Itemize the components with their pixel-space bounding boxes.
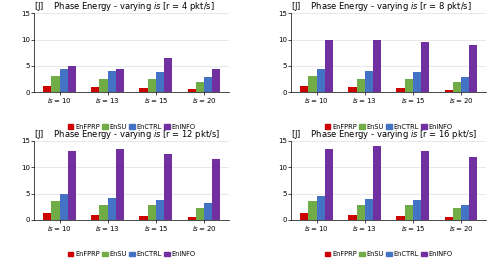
- Text: [J]    Phase Energy - varying $\it{is}$ [r = 4 pkt/s]: [J] Phase Energy - varying $\it{is}$ [r …: [34, 0, 215, 13]
- Text: (a): (a): [125, 144, 139, 154]
- Bar: [461, 205, 469, 220]
- Bar: [453, 82, 461, 92]
- Bar: [148, 205, 156, 220]
- Bar: [148, 79, 156, 92]
- Bar: [469, 157, 477, 220]
- Bar: [52, 201, 59, 220]
- Bar: [421, 151, 429, 220]
- Legend: EnFPRP, EnSU, EnCTRL, EnINFO: EnFPRP, EnSU, EnCTRL, EnINFO: [68, 124, 195, 130]
- Bar: [356, 205, 365, 220]
- Text: [J]    Phase Energy - varying $\it{is}$ [r = 16 pkt/s]: [J] Phase Energy - varying $\it{is}$ [r …: [291, 128, 478, 141]
- Bar: [317, 69, 325, 92]
- Text: [J]    Phase Energy - varying $\it{is}$ [r = 12 pkt/s]: [J] Phase Energy - varying $\it{is}$ [r …: [34, 128, 220, 141]
- Bar: [188, 89, 196, 92]
- Text: (b): (b): [382, 144, 396, 154]
- Bar: [405, 205, 413, 220]
- Bar: [405, 79, 413, 92]
- Bar: [164, 58, 172, 92]
- Bar: [212, 69, 220, 92]
- Bar: [100, 205, 108, 220]
- Bar: [365, 199, 373, 220]
- Bar: [164, 154, 172, 220]
- Bar: [373, 146, 381, 220]
- Bar: [139, 88, 148, 92]
- Bar: [116, 69, 124, 92]
- Bar: [308, 76, 317, 92]
- Bar: [348, 87, 356, 92]
- Text: [J]    Phase Energy - varying $\it{is}$ [r = 8 pkt/s]: [J] Phase Energy - varying $\it{is}$ [r …: [291, 0, 472, 13]
- Bar: [444, 90, 453, 92]
- Bar: [59, 193, 68, 220]
- Bar: [396, 88, 405, 92]
- Bar: [396, 215, 405, 220]
- Bar: [116, 149, 124, 220]
- Bar: [348, 214, 356, 220]
- Bar: [469, 45, 477, 92]
- Bar: [156, 200, 164, 220]
- Bar: [365, 71, 373, 92]
- Bar: [52, 76, 59, 92]
- Legend: EnFPRP, EnSU, EnCTRL, EnINFO: EnFPRP, EnSU, EnCTRL, EnINFO: [325, 124, 453, 130]
- Bar: [156, 72, 164, 92]
- Bar: [461, 77, 469, 92]
- Bar: [453, 208, 461, 220]
- Bar: [204, 77, 212, 92]
- Bar: [300, 86, 308, 92]
- Bar: [68, 151, 76, 220]
- Bar: [139, 215, 148, 220]
- Bar: [59, 69, 68, 92]
- Bar: [300, 213, 308, 220]
- Bar: [43, 213, 52, 220]
- Bar: [43, 86, 52, 92]
- Bar: [204, 203, 212, 220]
- Bar: [317, 196, 325, 220]
- Bar: [91, 87, 100, 92]
- Bar: [325, 40, 333, 92]
- Bar: [68, 66, 76, 92]
- Bar: [212, 159, 220, 220]
- Bar: [356, 79, 365, 92]
- Bar: [196, 208, 204, 220]
- Bar: [196, 82, 204, 92]
- Bar: [444, 217, 453, 220]
- Legend: EnFPRP, EnSU, EnCTRL, EnINFO: EnFPRP, EnSU, EnCTRL, EnINFO: [68, 251, 195, 257]
- Bar: [373, 40, 381, 92]
- Bar: [421, 42, 429, 92]
- Bar: [308, 201, 317, 220]
- Bar: [413, 200, 421, 220]
- Bar: [188, 217, 196, 220]
- Bar: [100, 79, 108, 92]
- Bar: [325, 149, 333, 220]
- Legend: EnFPRP, EnSU, EnCTRL, EnINFO: EnFPRP, EnSU, EnCTRL, EnINFO: [325, 251, 453, 257]
- Bar: [91, 214, 100, 220]
- Bar: [413, 72, 421, 92]
- Bar: [108, 71, 116, 92]
- Bar: [108, 198, 116, 220]
